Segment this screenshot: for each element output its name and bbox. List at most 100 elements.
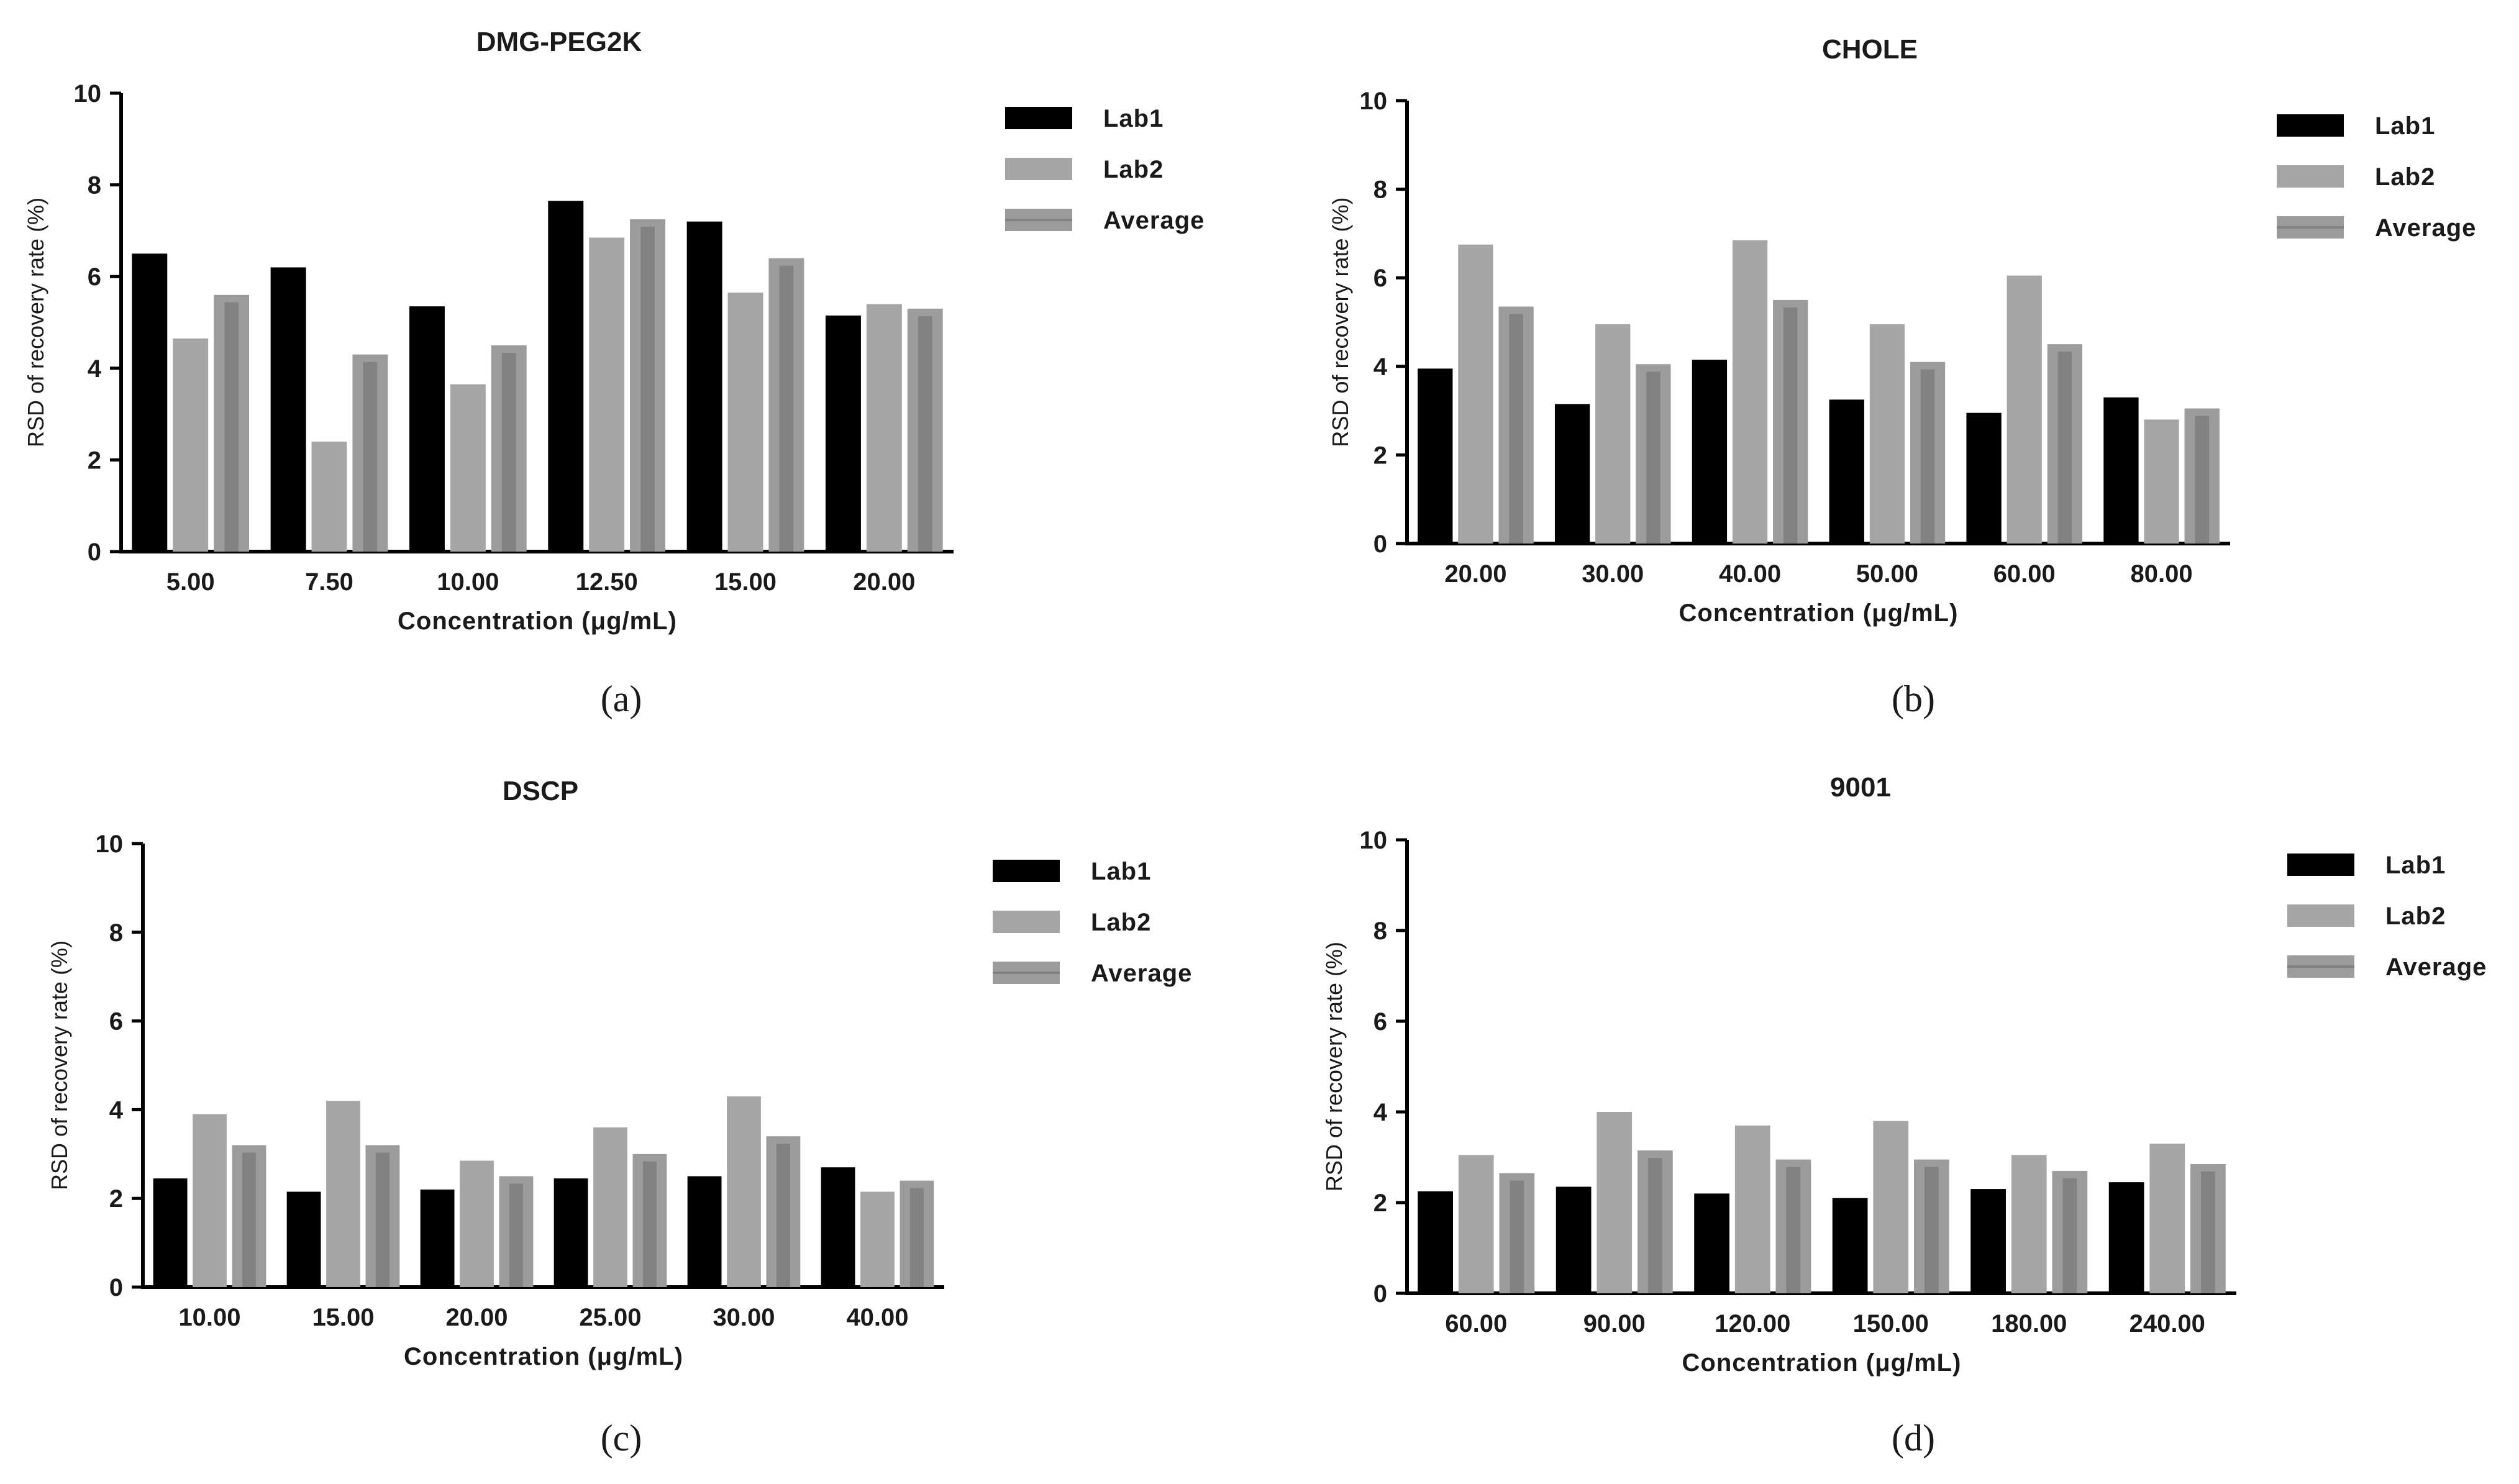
bar-average-inner-2 (1646, 371, 1660, 544)
x-tick-label: 60.00 (1993, 560, 2056, 588)
bar-lab2-1 (1458, 244, 1493, 544)
legend-label-lab1: Lab1 (1091, 858, 1151, 885)
bar-lab2-3 (450, 384, 486, 552)
y-axis-label: RSD of recovery rate (%) (1328, 197, 1353, 447)
bar-lab1-6 (821, 1167, 855, 1287)
x-tick-label: 90.00 (1583, 1310, 1646, 1337)
y-axis-label: RSD of recovery rate (%) (47, 940, 72, 1190)
y-tick-label: 4 (88, 355, 102, 383)
y-tick-label: 0 (1373, 1280, 1387, 1308)
y-tick-label: 2 (1373, 1190, 1387, 1217)
x-tick-label: 30.00 (713, 1304, 775, 1331)
x-axis-label: Concentration (μg/mL) (404, 1343, 683, 1370)
bar-average-inner-6 (918, 316, 932, 552)
bar-average-inner-3 (1783, 307, 1798, 544)
x-tick-label: 150.00 (1853, 1310, 1929, 1337)
x-tick-label: 10.00 (178, 1304, 240, 1331)
bar-lab1-1 (1418, 368, 1453, 544)
bar-lab1-3 (1692, 360, 1728, 544)
bar-lab1-1 (1418, 1191, 1453, 1293)
panel-label: (c) (601, 1418, 642, 1459)
bar-lab1-4 (548, 201, 584, 552)
legend-label-average: Average (2385, 954, 2487, 981)
bar-lab1-3 (409, 306, 445, 552)
x-tick-label: 60.00 (1445, 1310, 1507, 1337)
bar-lab1-5 (1970, 1189, 2006, 1293)
y-tick-label: 8 (1373, 917, 1387, 945)
bar-lab1-2 (270, 267, 306, 552)
bar-lab2-5 (2011, 1155, 2047, 1293)
bar-average-inner-5 (2057, 352, 2072, 544)
y-tick-label: 6 (1373, 265, 1387, 292)
bar-lab2-5 (727, 1096, 761, 1287)
y-tick-label: 6 (109, 1008, 123, 1036)
bar-lab2-5 (2007, 275, 2042, 544)
bar-lab2-6 (860, 1191, 895, 1287)
x-tick-label: 30.00 (1582, 560, 1644, 588)
y-tick-label: 6 (88, 263, 101, 291)
bar-lab2-1 (193, 1114, 227, 1287)
x-tick-label: 240.00 (2130, 1310, 2205, 1337)
chart-title: 9001 (1830, 772, 1891, 803)
bar-lab2-4 (593, 1127, 627, 1287)
bar-average-inner-1 (1509, 314, 1523, 544)
y-tick-label: 2 (109, 1185, 123, 1213)
legend-swatch-lab2 (993, 911, 1060, 933)
y-tick-label: 4 (1373, 353, 1388, 381)
bar-average-inner-6 (2195, 416, 2209, 544)
legend-label-lab1: Lab1 (2375, 112, 2435, 140)
bar-average-inner-5 (2062, 1178, 2077, 1293)
x-tick-label: 5.00 (166, 568, 215, 596)
y-tick-label: 0 (88, 539, 101, 566)
bar-lab2-2 (1597, 1112, 1633, 1293)
bar-average-inner-4 (642, 1161, 657, 1287)
y-axis-label: RSD of recovery rate (%) (23, 198, 48, 447)
bar-lab2-2 (1595, 324, 1631, 544)
bar-lab2-3 (1734, 1125, 1770, 1293)
bar-lab2-5 (727, 293, 763, 552)
legend-label-lab2: Lab2 (1103, 156, 1164, 183)
bar-average-inner-1 (224, 302, 239, 552)
chart-panel-1: DMG-PEG2K 0 2 4 6 8 10 RSD of recovery rate (%)… (23, 27, 1205, 719)
legend-label-average: Average (2375, 214, 2476, 242)
x-tick-label: 80.00 (2131, 560, 2193, 588)
bar-lab2-6 (2149, 1144, 2185, 1293)
bar-lab1-4 (1829, 399, 1864, 544)
x-axis-label: Concentration (μg/mL) (398, 608, 677, 635)
y-tick-label: 0 (1373, 530, 1387, 558)
chart-title: DSCP (503, 776, 578, 806)
legend-label-lab2: Lab2 (2385, 903, 2446, 930)
bar-average-inner-6 (2201, 1171, 2215, 1293)
bar-lab2-6 (2144, 419, 2179, 544)
bar-average-inner-4 (1925, 1167, 1939, 1293)
bar-average-inner-2 (363, 362, 378, 552)
legend-label-average: Average (1103, 207, 1205, 234)
y-tick-label: 8 (109, 919, 123, 947)
bar-lab1-4 (1832, 1198, 1868, 1293)
chart-panel-2: CHOLE 0 2 4 6 8 10 RSD of recovery rate (%) 20.0… (1328, 34, 2476, 719)
legend-label-lab2: Lab2 (1091, 909, 1151, 936)
bar-lab1-6 (2103, 397, 2139, 544)
bar-lab2-4 (589, 237, 625, 552)
y-tick-label: 6 (1373, 1008, 1387, 1036)
chart-panel-4: 9001 0 2 4 6 8 10 RSD of recovery rate (%) 60.00… (1321, 772, 2487, 1459)
bar-average-inner-3 (509, 1183, 523, 1287)
bar-lab1-1 (132, 253, 168, 552)
x-tick-label: 20.00 (853, 568, 915, 596)
bar-average-inner-3 (501, 352, 516, 552)
y-tick-label: 8 (1373, 176, 1387, 204)
bar-average-inner-4 (640, 226, 655, 552)
bar-average-inner-1 (1510, 1180, 1524, 1293)
y-tick-label: 10 (1360, 88, 1388, 115)
bar-lab2-2 (326, 1101, 360, 1287)
bar-average-inner-3 (1786, 1167, 1801, 1293)
legend-label-lab2: Lab2 (2375, 163, 2435, 191)
x-tick-label: 10.00 (437, 568, 499, 596)
x-tick-label: 25.00 (579, 1304, 641, 1331)
legend-swatch-lab2 (2287, 904, 2354, 927)
y-tick-label: 10 (1360, 827, 1388, 854)
x-tick-label: 50.00 (1856, 560, 1918, 588)
x-axis-label: Concentration (μg/mL) (1682, 1349, 1962, 1377)
bar-lab2-2 (311, 441, 347, 552)
